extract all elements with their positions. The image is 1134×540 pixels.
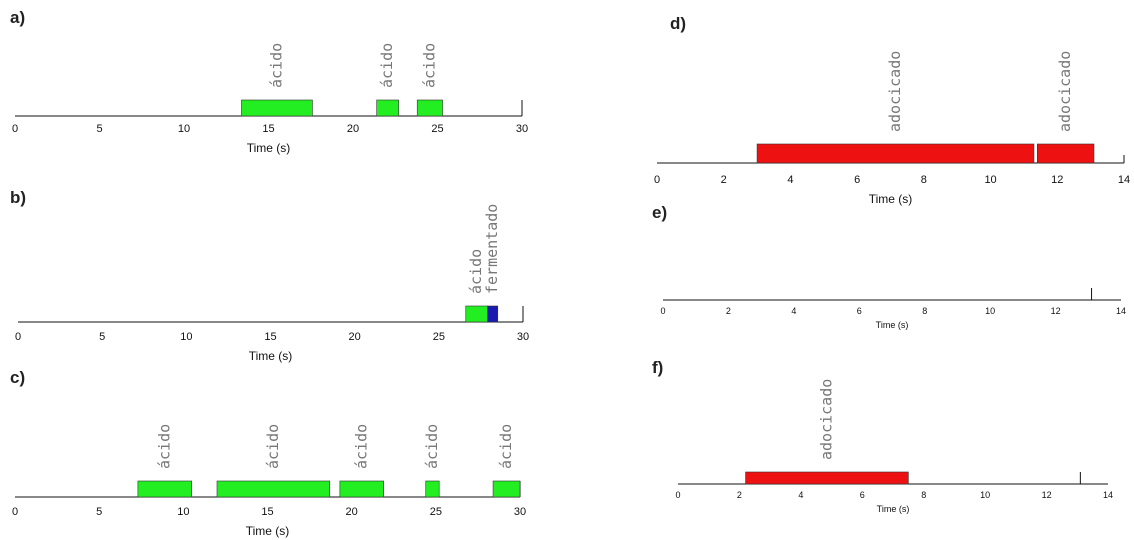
x-tick-label: 6 <box>854 174 860 186</box>
segment-bar <box>487 305 499 323</box>
segment-bar <box>416 99 443 117</box>
x-tick-label: 10 <box>178 123 190 135</box>
x-tick-label: 12 <box>1051 174 1063 186</box>
timeline-panel-5: e) 0 2 4 6 8 10 12 14 Time (s) <box>652 203 1126 330</box>
x-tick-label: 8 <box>921 490 926 500</box>
x-tick-label: 4 <box>787 174 793 186</box>
x-tick-label: 10 <box>980 490 990 500</box>
x-tick-label: 15 <box>264 331 276 343</box>
x-tick-label: 2 <box>737 490 742 500</box>
x-tick-label: 25 <box>430 506 442 518</box>
x-tick-label: 5 <box>96 506 102 518</box>
x-axis-label: Time (s) <box>876 320 909 330</box>
x-axis-label: Time (s) <box>869 192 913 206</box>
segment-bar <box>492 480 521 498</box>
x-tick-label: 30 <box>516 123 528 135</box>
x-tick-label: 10 <box>985 306 995 316</box>
segment-bar <box>216 480 331 498</box>
x-tick-label: 4 <box>798 490 803 500</box>
x-tick-label: 0 <box>675 490 680 500</box>
x-tick-label: 10 <box>984 174 996 186</box>
x-tick-label: 0 <box>660 306 665 316</box>
x-tick-label: 5 <box>99 331 105 343</box>
panel-label: d) <box>670 14 686 33</box>
segment-label: adocicado <box>817 379 835 460</box>
x-tick-label: 14 <box>1103 490 1113 500</box>
x-tick-label: 25 <box>431 123 443 135</box>
x-tick-label: 20 <box>349 331 361 343</box>
x-tick-label: 8 <box>921 174 927 186</box>
x-tick-label: 0 <box>12 506 18 518</box>
x-tick-label: 0 <box>654 174 660 186</box>
x-tick-label: 6 <box>857 306 862 316</box>
x-tick-label: 15 <box>262 123 274 135</box>
x-axis-label: Time (s) <box>249 349 293 363</box>
timeline-panel-6: f) 0 2 4 6 8 10 12 14 Time (s) adocicado <box>652 358 1113 514</box>
x-tick-label: 20 <box>346 506 358 518</box>
segment-label: ácido <box>155 424 173 469</box>
x-tick-label: 10 <box>180 331 192 343</box>
segment-bar <box>1036 143 1095 164</box>
segment-label: ácido <box>467 249 485 294</box>
segment-label: ácido <box>423 424 441 469</box>
segment-bar <box>137 480 193 498</box>
x-axis-label: Time (s) <box>877 504 910 514</box>
segment-label: ácido <box>378 43 396 88</box>
x-axis-label: Time (s) <box>247 141 291 155</box>
x-tick-label: 14 <box>1116 306 1126 316</box>
x-tick-label: 12 <box>1042 490 1052 500</box>
segment-bar <box>745 471 909 485</box>
x-tick-label: 5 <box>96 123 102 135</box>
segment-bar <box>241 99 313 117</box>
x-tick-label: 8 <box>922 306 927 316</box>
panel-label: a) <box>10 8 25 27</box>
segment-label: ácido <box>264 424 282 469</box>
x-tick-label: 14 <box>1118 174 1130 186</box>
x-tick-label: 0 <box>15 331 21 343</box>
x-tick-label: 30 <box>517 331 529 343</box>
segment-label: ácido <box>267 43 285 88</box>
x-axis-label: Time (s) <box>246 524 290 538</box>
x-tick-label: 6 <box>860 490 865 500</box>
panel-label: f) <box>652 358 663 377</box>
x-tick-label: 4 <box>791 306 796 316</box>
segment-bar <box>756 143 1035 164</box>
segment-bar <box>425 480 440 498</box>
panel-label: c) <box>10 368 25 387</box>
segment-label: ácido <box>497 424 515 469</box>
x-tick-label: 30 <box>514 506 526 518</box>
x-tick-label: 12 <box>1051 306 1061 316</box>
segment-bar <box>339 480 384 498</box>
segment-label: adocicado <box>1056 51 1074 132</box>
segment-label: fermentado <box>483 204 501 294</box>
x-tick-label: 25 <box>433 331 445 343</box>
panel-label: b) <box>10 188 26 207</box>
x-tick-label: 2 <box>721 174 727 186</box>
timeline-panel-1: a) 0 5 10 15 20 25 30 Time (s) ácido ácido ácido <box>10 8 528 155</box>
segment-bar <box>376 99 399 117</box>
x-tick-label: 10 <box>177 506 189 518</box>
x-tick-label: 20 <box>347 123 359 135</box>
segment-label: adocicado <box>886 51 904 132</box>
x-tick-label: 0 <box>12 123 18 135</box>
x-tick-label: 2 <box>726 306 731 316</box>
x-tick-label: 15 <box>261 506 273 518</box>
segment-bar <box>465 305 488 323</box>
segment-label: ácido <box>352 424 370 469</box>
timeline-panel-3: c) 0 5 10 15 20 25 30 Time (s) ácido ácido ácido áci… <box>10 368 526 538</box>
segment-label: ácido <box>420 43 438 88</box>
panel-label: e) <box>652 203 667 222</box>
timeline-panel-4: d) 0 2 4 6 8 10 12 14 Time (s) adocicado adocicado <box>654 14 1130 206</box>
